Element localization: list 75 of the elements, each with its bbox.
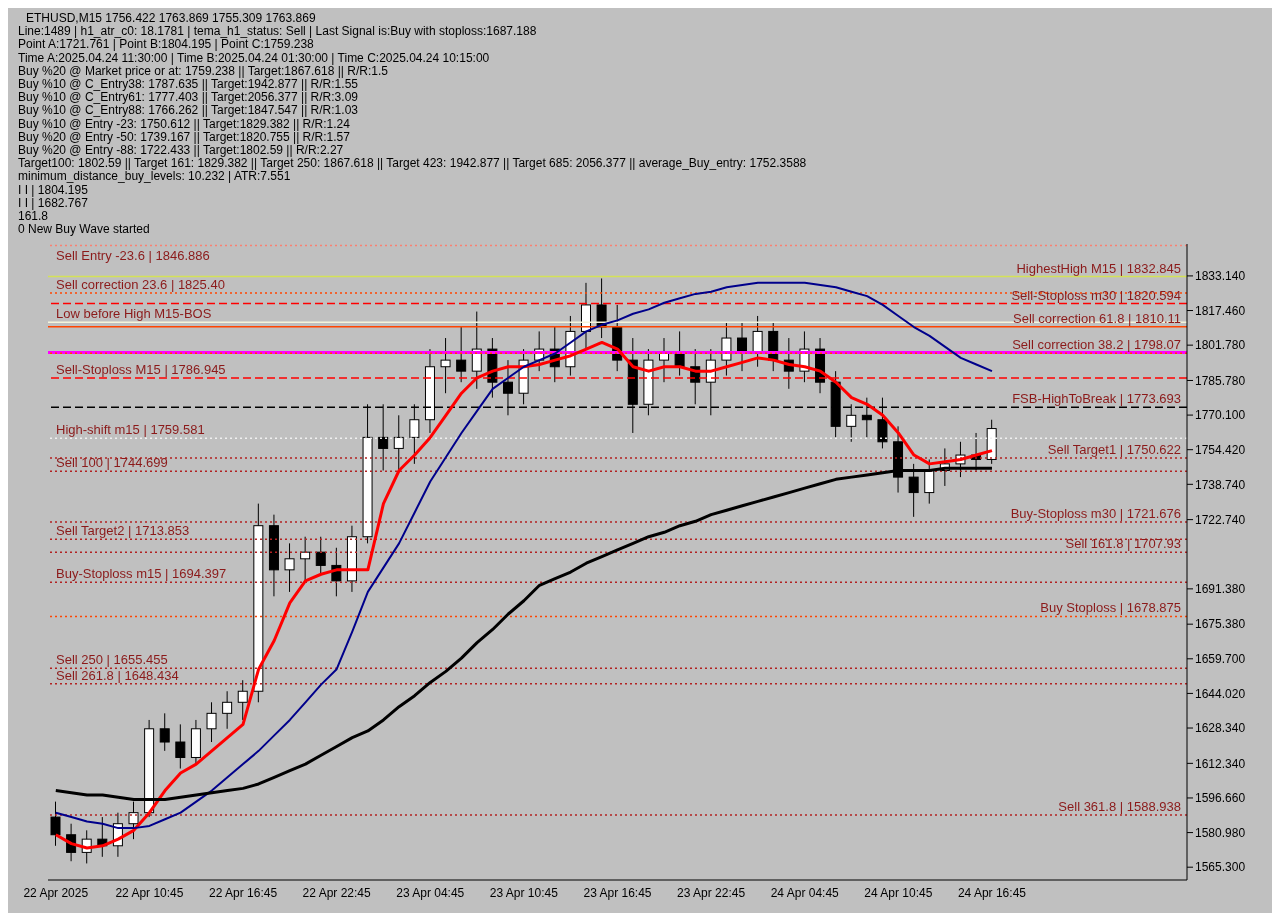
candlestick: [471, 311, 482, 390]
candlestick: [222, 690, 233, 730]
ref-line-label: Buy-Stoploss m15 | 1694.397: [56, 566, 227, 582]
text: Buy %10 @ C_Entry88: 1766.262 || Target:1847.547 || R/R:1.03: [18, 103, 359, 118]
candlestick: [175, 723, 186, 770]
ref-line-label: Sell-Stoploss m30 | 1820.594: [1011, 287, 1181, 303]
y-tick-label: 1628.340: [1195, 721, 1246, 736]
text: Buy %10 @ C_Entry38: 1787.635 || Target:1942.877 || R/R:1.55: [18, 77, 359, 92]
ref-line-label: Sell-Stoploss M15 | 1786.945: [56, 361, 226, 377]
ref-line-label: Sell Target1 | 1750.622: [1047, 442, 1181, 458]
y-tick-label: 1817.460: [1195, 303, 1246, 318]
text: Line:1489 | h1_atr_c0: 18.1781 | tema_h1_status: Sell | Last Signal is:Buy with stoploss:1687.188: [18, 24, 538, 39]
ref-line-label: Buy Stoploss | 1678.875: [1040, 600, 1181, 616]
text: Buy %10 @ C_Entry61: 1777.403 || Target:2056.377 || R/R:3.09: [18, 90, 359, 105]
x-tick-label: 23 Apr 16:45: [583, 885, 652, 900]
y-tick-label: 1833.140: [1195, 269, 1246, 284]
y-tick-label: 1754.420: [1195, 442, 1246, 457]
candlestick: [315, 536, 326, 575]
ref-line-label: Sell 161.8 | 1707.93: [1065, 536, 1181, 552]
y-tick-label: 1675.380: [1195, 617, 1246, 632]
candlestick: [237, 679, 248, 721]
ref-line-label: Sell 250 | 1655.455: [56, 652, 168, 668]
ref-line-label: High-shift m15 | 1759.581: [56, 422, 205, 438]
y-tick-label: 1580.980: [1195, 825, 1246, 840]
text: I I | 1804.195: [18, 182, 88, 197]
y-tick-label: 1722.740: [1195, 512, 1246, 527]
candlestick: [159, 712, 170, 752]
y-tick-label: 1659.700: [1195, 652, 1246, 667]
ref-line-label: Sell correction 61.8 | 1810.11: [1013, 310, 1181, 326]
x-tick-label: 23 Apr 04:45: [396, 885, 465, 900]
candlestick: [50, 801, 61, 847]
ref-line-label: Sell 100 | 1744.699: [56, 455, 168, 471]
ref-line-label: Sell 261.8 | 1648.434: [56, 667, 179, 683]
text: Time A:2025.04.24 11:30:00 | Time B:2025.04.24 01:30:00 | Time C:2025.04.24 10:15:00: [18, 50, 491, 65]
x-tick-label: 22 Apr 10:45: [115, 885, 184, 900]
y-tick-label: 1596.660: [1195, 791, 1246, 806]
x-tick-label: 22 Apr 22:45: [302, 885, 371, 900]
text: minimum_distance_buy_levels: 10.232 | ATR:7.551: [18, 169, 291, 184]
y-tick-label: 1785.780: [1195, 373, 1246, 388]
ref-line-label: Sell Target2 | 1713.853: [56, 523, 190, 539]
text: Point A:1721.761 | Point B:1804.195 | Point C:1759.238: [18, 37, 315, 52]
candlestick: [659, 337, 670, 383]
ref-line-label: FSB-HighToBreak | 1773.693: [1012, 391, 1181, 407]
ref-line-label: Sell Entry -23.6 | 1846.886: [56, 247, 210, 263]
text: Buy %20 @ Entry -88: 1722.433 || Target:1802.59 || R/R:2.27: [18, 143, 345, 158]
candlestick: [393, 414, 404, 471]
x-tick-label: 24 Apr 04:45: [770, 885, 840, 900]
x-tick-label: 24 Apr 16:45: [957, 885, 1027, 900]
ref-line-label: Sell 361.8 | 1588.938: [1058, 799, 1181, 815]
ref-line-label: Buy-Stoploss m30 | 1721.676: [1010, 505, 1181, 521]
x-tick-label: 24 Apr 10:45: [864, 885, 933, 900]
text: Target100: 1802.59 || Target 161: 1829.382 || Target 250: 1867.618 || Target 423: 1942.877 || Target 685: 2056.377 || average_Buy_entry: 1752.3588: [18, 156, 807, 171]
ref-line-label: Sell correction 23.6 | 1825.40: [56, 277, 225, 293]
y-tick-label: 1644.020: [1195, 686, 1246, 701]
x-tick-label: 23 Apr 22:45: [677, 885, 746, 900]
ref-line-label: Sell correction 38.2 | 1798.07: [1012, 337, 1181, 353]
ref-line-label: HighestHigh M15 | 1832.845: [1016, 260, 1181, 276]
text: Buy %10 @ Entry -23: 1750.612 || Target:1829.382 || R/R:1.24: [18, 116, 351, 131]
text: 161.8: [18, 209, 50, 224]
y-tick-label: 1738.740: [1195, 477, 1246, 492]
text: 0 New Buy Wave started: [18, 222, 151, 237]
y-tick-label: 1565.300: [1195, 860, 1246, 875]
chart-title: ETHUSD,M15 1756.422 1763.869 1755.309 1763.869: [25, 11, 317, 26]
candlestick: [440, 337, 451, 394]
ref-line-label: Low before High M15-BOS: [56, 306, 212, 322]
x-tick-label: 23 Apr 10:45: [489, 885, 559, 900]
x-tick-label: 22 Apr 2025: [23, 885, 89, 900]
x-tick-label: 22 Apr 16:45: [209, 885, 278, 900]
y-tick-label: 1691.380: [1195, 582, 1246, 597]
candlestick: [456, 326, 467, 383]
candlestick: [206, 701, 217, 743]
y-tick-label: 1801.780: [1195, 338, 1246, 353]
candlestick: [284, 542, 295, 593]
y-tick-label: 1770.100: [1195, 408, 1246, 423]
y-tick-label: 1612.340: [1195, 756, 1246, 771]
